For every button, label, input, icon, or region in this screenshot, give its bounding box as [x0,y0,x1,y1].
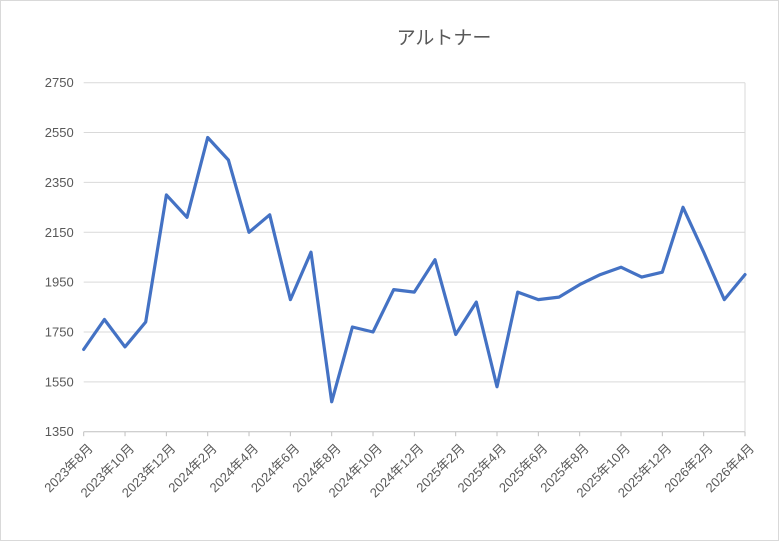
y-axis-label: 1550 [45,374,74,389]
y-axis-label: 1350 [45,424,74,439]
y-axis-label: 2350 [45,175,74,190]
y-axis-label: 2550 [45,125,74,140]
chart-title: アルトナー [396,28,492,49]
price-series-line [82,135,747,404]
y-axis-label: 1950 [45,275,74,290]
y-axis-label: 1750 [45,324,74,339]
y-axis-label: 2150 [45,225,74,240]
y-axis-label: 2750 [45,75,74,90]
